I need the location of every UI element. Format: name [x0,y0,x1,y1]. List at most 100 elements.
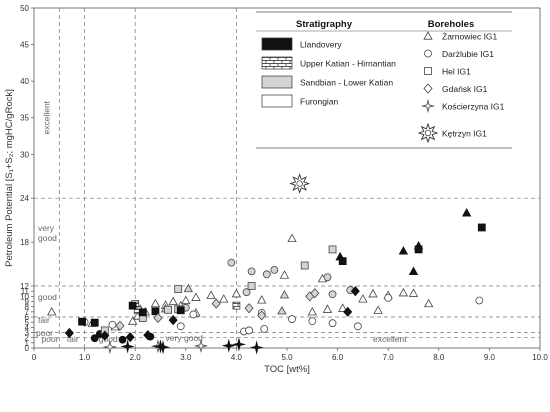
legend-stratigraphy-label: Sandbian - Lower Katian [300,78,393,88]
y-tick-label: 9 [25,298,30,307]
data-point-triangle [373,305,383,314]
y-tick-label: 12 [20,282,29,291]
zone-label-toc-good: good [99,334,118,344]
y-tick-label: 2 [25,334,30,343]
data-point-triangle [127,316,138,325]
data-point-triangle [206,290,216,299]
zone-label-pp-poor: poor [36,328,53,338]
data-point-diamond [125,332,135,343]
data-point-triangle [150,298,161,308]
legend-marker-diamond [423,83,433,94]
y-tick-label: 3 [25,329,30,338]
data-point-square [414,245,423,254]
data-point-circle [270,266,279,274]
legend-stratigraphy-label: Furongian [300,97,339,107]
data-point-diamond [143,329,153,341]
legend-borehole-label: Kościerzyna IG1 [442,102,505,112]
data-point-triangle [47,307,57,316]
data-point-diamond [115,320,125,331]
x-tick-label: 1.0 [79,353,91,362]
data-point-diamond [153,312,163,324]
data-point-triangle [277,305,287,315]
x-tick-label: 0 [32,353,37,362]
data-point-circle [475,296,484,305]
legend-borehole-label: Żarnowiec IG1 [442,32,498,42]
data-point-triangle [424,298,434,308]
data-point-square [128,301,137,310]
data-point-diamond [310,288,320,299]
data-point-star4 [221,338,236,353]
x-tick-label: 8.0 [433,353,445,362]
data-point-diamond [211,298,221,309]
data-point-triangle [279,289,290,299]
data-point-circle [118,335,127,344]
zone-label-toc-fair: fair [67,334,79,344]
y-tick-label: 5 [25,318,30,327]
data-point-triangle [337,303,348,312]
y-tick-label: 50 [20,4,29,13]
data-point-circle [242,288,251,297]
data-point-circle [90,334,99,343]
data-point-triangle [398,287,409,297]
data-point-triangle [219,294,229,303]
legend-stratigraphy-label: Upper Katian - Hirnantian [300,59,396,69]
legend-marker-triangle [423,31,433,40]
y-tick-label: 7 [25,308,30,317]
legend-borehole-label: Gdańsk IG1 [442,84,488,94]
x-tick-label: 5.0 [281,353,293,362]
y-tick-label: 6 [25,313,30,322]
y-tick-label: 11 [21,287,30,296]
x-tick-label: 9.0 [484,353,496,362]
x-tick-label: 10.0 [532,353,548,362]
legend-stratigraphy-label: Llandovery [300,40,342,50]
data-point-circle [247,267,256,276]
data-point-circle [189,310,198,319]
y-tick-label: 1 [25,339,30,348]
data-point-triangle [183,283,194,293]
data-point-circle [245,326,253,335]
data-point-triangle [307,307,317,316]
data-point-square [247,282,256,290]
star8-inner [296,180,303,187]
zone-label-pp-fair: fair [38,315,50,325]
data-point-triangle [257,295,267,304]
data-point-triangle [191,292,201,301]
star8-inner [424,129,432,137]
data-point-star4 [155,340,171,355]
data-point-square [338,257,347,266]
data-point-star4 [102,339,117,355]
data-point-circle [288,315,296,323]
data-point-star4 [249,340,264,355]
data-point-circle [384,293,393,302]
data-point-circle [323,273,332,282]
data-point-square [176,306,185,315]
data-point-square [78,317,86,326]
y-tick-label: 30 [20,150,29,159]
data-point-diamond [100,330,110,341]
legend-marker-circle [424,49,432,58]
data-point-triangle [287,233,297,243]
data-point-circle [227,258,236,267]
data-point-triangle [461,208,472,217]
y-tick-label: 0 [25,344,30,353]
zone-label-pp-very-good: very good [38,223,57,243]
data-point-circle [328,319,337,328]
x-tick-label: 6.0 [332,353,344,362]
data-point-square [164,305,172,314]
x-axis-title: TOC [wt%] [264,364,310,375]
data-point-triangle [408,288,419,297]
zone-label-pp-excellent: excellent [42,100,52,134]
data-point-diamond [244,303,254,314]
zone-label-pp-good: good [38,292,57,302]
data-point-circle [328,290,337,299]
data-point-square [138,308,147,317]
legend-borehole-label: Hel IG1 [442,67,471,77]
legend-swatch [261,56,293,70]
data-point-triangle [398,246,409,255]
data-point-star4 [120,339,135,354]
data-point-triangle [231,288,242,298]
data-point-triangle [168,296,178,306]
y-tick-label: 8 [25,303,30,312]
